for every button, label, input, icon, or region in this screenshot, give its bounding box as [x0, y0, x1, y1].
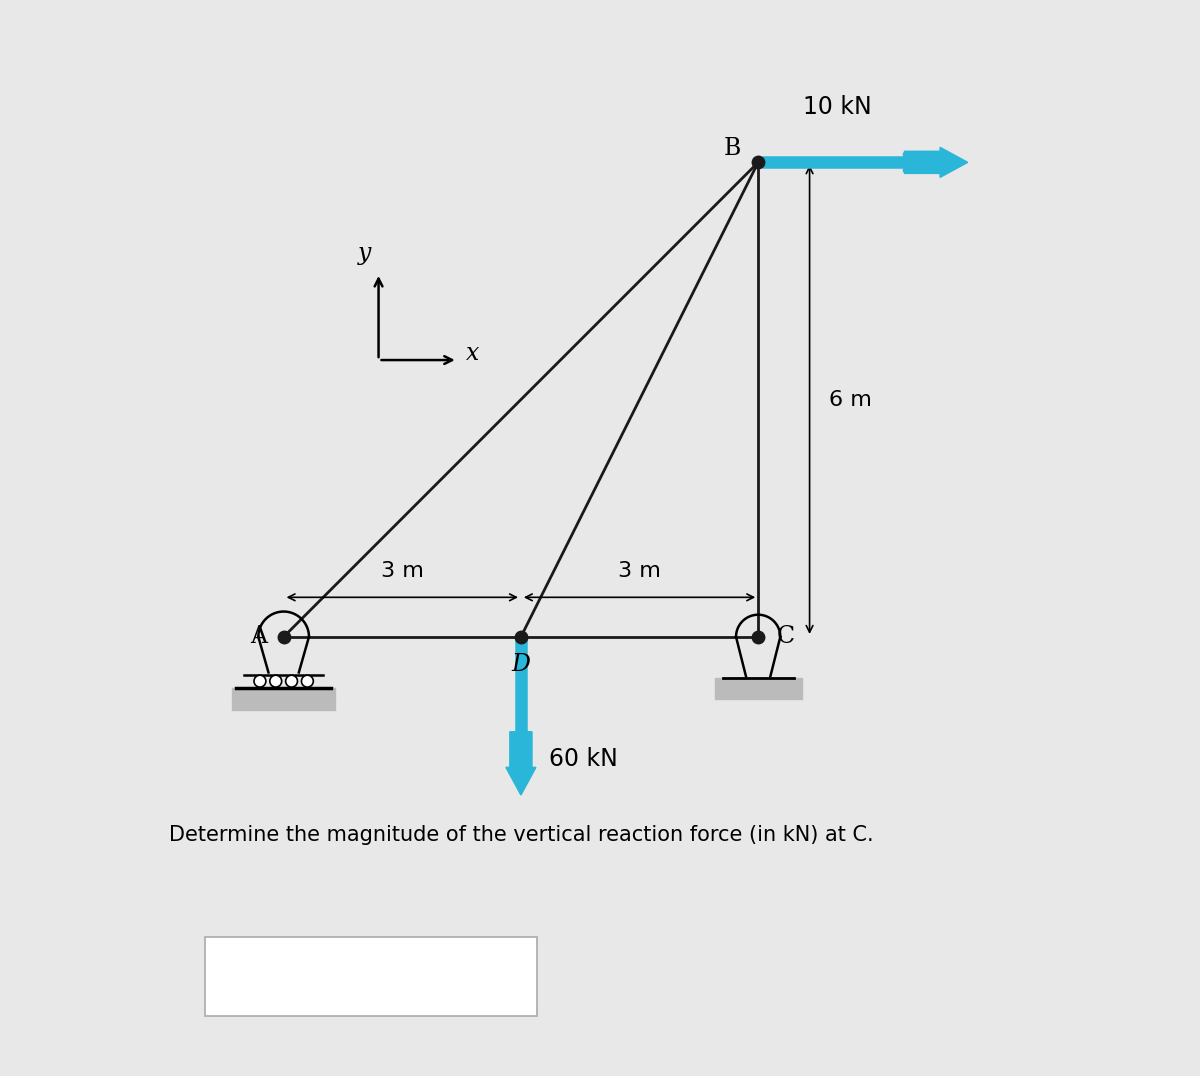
FancyArrow shape	[506, 732, 536, 795]
Circle shape	[301, 676, 313, 688]
Text: C: C	[776, 625, 794, 649]
Text: y: y	[358, 242, 371, 265]
FancyBboxPatch shape	[204, 937, 536, 1017]
Text: 60 kN: 60 kN	[548, 748, 618, 771]
Text: Determine the magnitude of the vertical reaction force (in kN) at C.: Determine the magnitude of the vertical …	[169, 824, 874, 845]
Circle shape	[270, 676, 282, 688]
Text: A: A	[250, 625, 266, 649]
Text: B: B	[724, 137, 742, 159]
Text: 3 m: 3 m	[618, 562, 661, 581]
Text: 3 m: 3 m	[380, 562, 424, 581]
FancyArrow shape	[905, 147, 967, 178]
Text: 6 m: 6 m	[829, 390, 872, 410]
Circle shape	[286, 676, 298, 688]
Circle shape	[254, 676, 266, 688]
Text: 10 kN: 10 kN	[803, 95, 871, 118]
Text: x: x	[466, 342, 479, 365]
Text: D: D	[511, 653, 530, 676]
